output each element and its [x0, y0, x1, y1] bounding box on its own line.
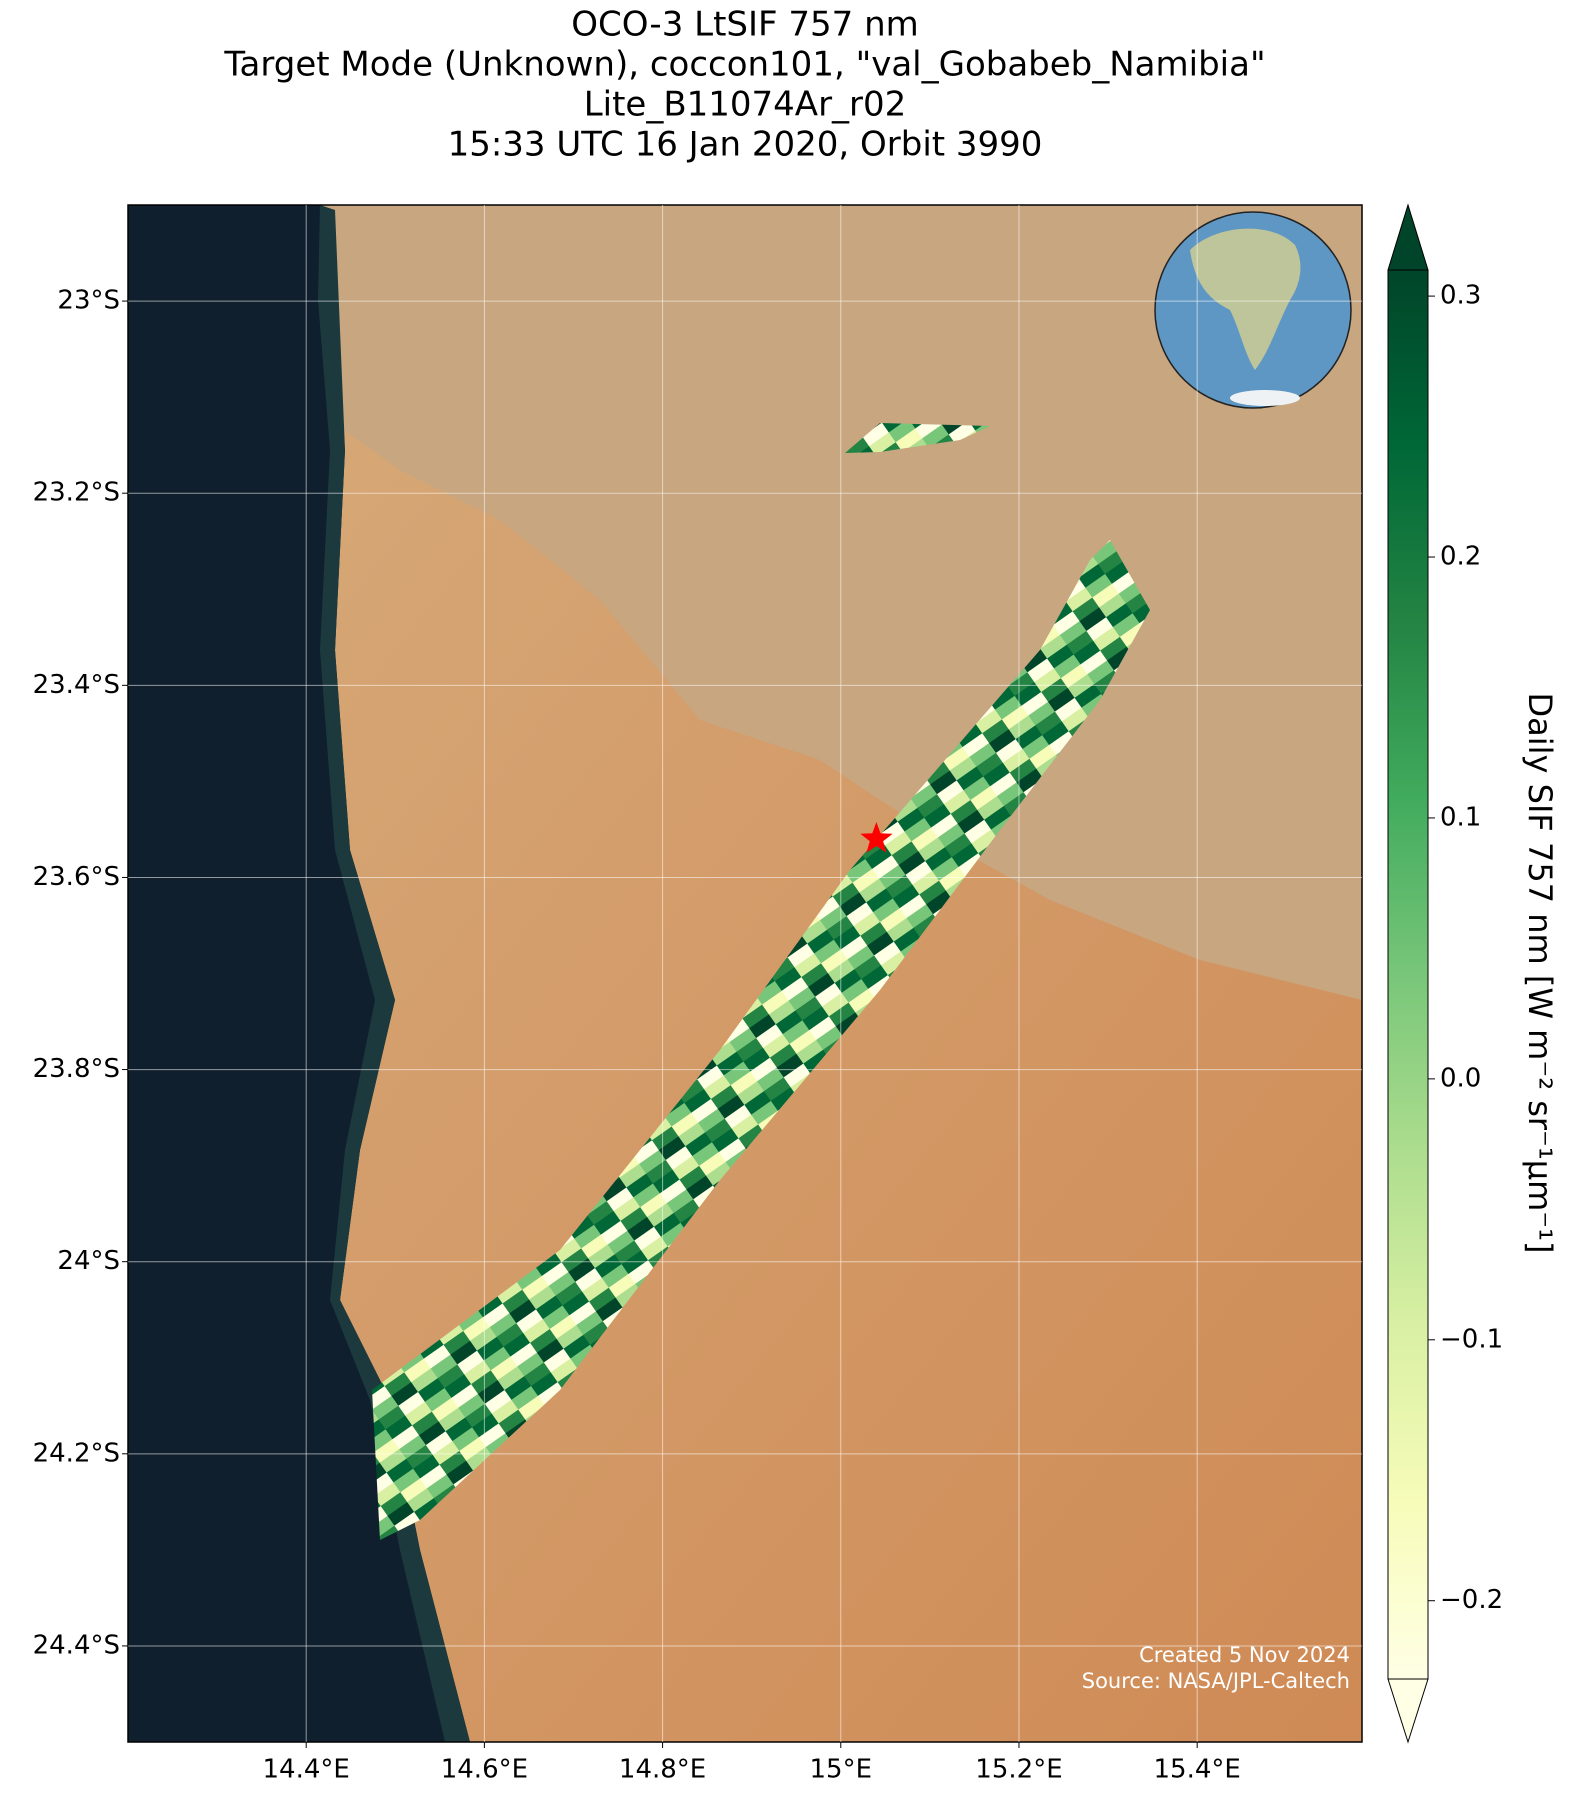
title-line: OCO-3 LtSIF 757 nm — [571, 5, 919, 45]
title-line: Target Mode (Unknown), coccon101, "val_G… — [223, 45, 1265, 85]
x-tick-label: 15.2°E — [975, 1755, 1062, 1785]
title-line: 15:33 UTC 16 Jan 2020, Orbit 3990 — [448, 125, 1043, 165]
sounding-swath — [372, 540, 1150, 1540]
x-tick-label: 14.6°E — [441, 1755, 528, 1785]
y-tick-label: 23.8°S — [33, 1054, 120, 1084]
y-tick-label: 23.4°S — [33, 670, 120, 700]
x-tick-label: 14.4°E — [263, 1755, 350, 1785]
colorbar-tick-label: −0.2 — [1440, 1585, 1503, 1615]
y-tick-label: 24.2°S — [33, 1438, 120, 1468]
x-tick-label: 15°E — [810, 1755, 873, 1785]
colorbar-tick-label: 0.3 — [1440, 281, 1481, 311]
colorbar-tick-label: −0.1 — [1440, 1324, 1503, 1354]
x-tick-label: 14.8°E — [619, 1755, 706, 1785]
colorbar-tick-label: 0.0 — [1440, 1063, 1481, 1093]
inset-globe — [1154, 211, 1352, 409]
colorbar-tick-label: 0.2 — [1440, 542, 1481, 572]
basemap — [128, 205, 1362, 1742]
y-tick-label: 24°S — [57, 1246, 120, 1276]
map-frame — [127, 204, 1363, 1743]
ocean — [128, 205, 470, 1742]
colorbar-extend-max — [1387, 203, 1429, 271]
credit: Created 5 Nov 2024 — [1139, 1643, 1350, 1667]
y-tick-label: 24.4°S — [33, 1630, 120, 1660]
colorbar — [1388, 270, 1428, 1679]
x-tick-label: 15.4°E — [1154, 1755, 1241, 1785]
title-line: Lite_B11074Ar_r02 — [584, 85, 907, 125]
sounding-swath — [845, 423, 990, 453]
y-tick-label: 23.2°S — [33, 478, 120, 508]
gravel-plains — [300, 205, 1362, 1000]
y-tick-label: 23.6°S — [33, 862, 120, 892]
credit: Source: NASA/JPL-Caltech — [1082, 1669, 1350, 1693]
colorbar-extend-min — [1387, 1678, 1429, 1744]
colorbar-label: Daily SIF 757 nm [W m⁻² sr⁻¹μm⁻¹] — [1521, 693, 1559, 1254]
colorbar-tick-label: 0.1 — [1440, 802, 1481, 832]
coast — [318, 205, 470, 1742]
site-marker — [860, 822, 893, 853]
y-tick-label: 23°S — [57, 286, 120, 316]
